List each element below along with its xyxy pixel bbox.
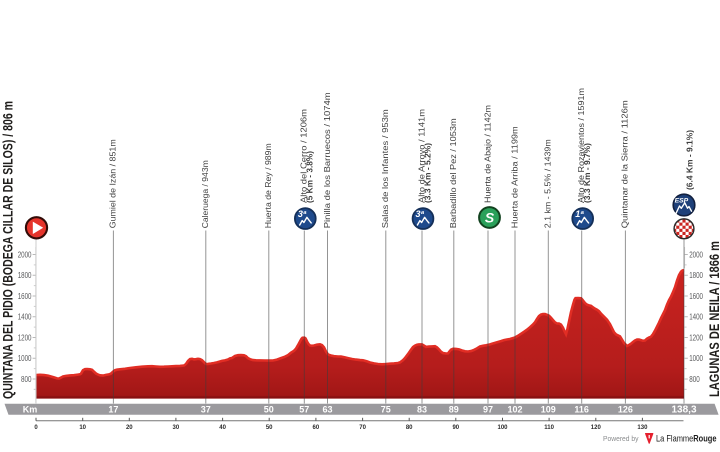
svg-text:60: 60 bbox=[313, 425, 320, 431]
svg-text:1600: 1600 bbox=[18, 291, 32, 301]
svg-text:Huerta de Rey / 989m: Huerta de Rey / 989m bbox=[264, 143, 273, 228]
svg-text:1800: 1800 bbox=[689, 270, 703, 280]
svg-text:57: 57 bbox=[299, 404, 309, 414]
svg-text:1000: 1000 bbox=[18, 353, 32, 363]
svg-text:Huerta de Arriba / 1199m: Huerta de Arriba / 1199m bbox=[510, 126, 519, 228]
svg-text:40: 40 bbox=[219, 425, 226, 431]
svg-text:(3.3 Km - 9.7%): (3.3 Km - 9.7%) bbox=[583, 143, 592, 203]
svg-text:3ª: 3ª bbox=[298, 209, 307, 219]
svg-text:Alto de Rozavientos / 1591m: Alto de Rozavientos / 1591m bbox=[577, 88, 586, 203]
svg-text:2.1 km - 5.5% / 1439m: 2.1 km - 5.5% / 1439m bbox=[544, 139, 553, 228]
svg-text:126: 126 bbox=[618, 404, 633, 414]
svg-text:89: 89 bbox=[449, 404, 459, 414]
svg-text:110: 110 bbox=[544, 425, 554, 431]
svg-text:100: 100 bbox=[497, 425, 508, 431]
svg-text:Pinilla de los Barruecos / 107: Pinilla de los Barruecos / 1074m bbox=[323, 92, 332, 228]
svg-text:30: 30 bbox=[173, 425, 180, 431]
svg-text:(5 Km - 3.8%): (5 Km - 3.8%) bbox=[306, 151, 315, 203]
svg-text:97: 97 bbox=[483, 404, 493, 414]
svg-text:Quintanar de la Sierra / 1126m: Quintanar de la Sierra / 1126m bbox=[621, 100, 630, 228]
svg-text:(3.3 Km - 5.2%): (3.3 Km - 5.2%) bbox=[423, 143, 432, 203]
svg-text:80: 80 bbox=[406, 425, 413, 431]
svg-text:17: 17 bbox=[108, 404, 118, 414]
svg-text:Alto del Cerro / 1206m: Alto del Cerro / 1206m bbox=[300, 109, 309, 203]
svg-text:Powered by: Powered by bbox=[603, 434, 639, 443]
svg-text:1400: 1400 bbox=[689, 312, 703, 322]
svg-text:10: 10 bbox=[79, 425, 86, 431]
svg-text:(6.4 Km - 9.1%): (6.4 Km - 9.1%) bbox=[685, 130, 694, 190]
svg-text:138,3: 138,3 bbox=[671, 404, 696, 415]
svg-text:120: 120 bbox=[591, 425, 602, 431]
svg-text:S: S bbox=[485, 210, 495, 226]
svg-text:LAGUNAS DE NEILA / 1866 m: LAGUNAS DE NEILA / 1866 m bbox=[706, 241, 720, 397]
svg-text:Salas de los Infantes / 953m: Salas de los Infantes / 953m bbox=[381, 109, 390, 228]
svg-text:Km: Km bbox=[23, 404, 38, 414]
svg-text:50: 50 bbox=[266, 425, 273, 431]
svg-text:20: 20 bbox=[126, 425, 133, 431]
svg-text:90: 90 bbox=[452, 425, 459, 431]
svg-text:Huerta de Abajo / 1142m: Huerta de Abajo / 1142m bbox=[483, 105, 492, 203]
svg-text:1200: 1200 bbox=[689, 332, 703, 342]
svg-text:102: 102 bbox=[507, 404, 522, 414]
svg-text:70: 70 bbox=[359, 425, 366, 431]
svg-text:130: 130 bbox=[637, 425, 648, 431]
svg-text:1000: 1000 bbox=[689, 353, 703, 363]
svg-text:63: 63 bbox=[322, 404, 332, 414]
svg-text:75: 75 bbox=[381, 404, 391, 414]
svg-text:1800: 1800 bbox=[18, 270, 32, 280]
svg-text:1200: 1200 bbox=[18, 332, 32, 342]
svg-text:Caleruega / 943m: Caleruega / 943m bbox=[201, 160, 210, 228]
svg-text:Barbadillo del Pez / 1053m: Barbadillo del Pez / 1053m bbox=[449, 118, 458, 228]
svg-text:50: 50 bbox=[264, 404, 274, 414]
svg-text:800: 800 bbox=[21, 374, 32, 384]
svg-text:109: 109 bbox=[541, 404, 556, 414]
svg-text:1ª: 1ª bbox=[575, 209, 584, 219]
svg-text:La FlammeRouge: La FlammeRouge bbox=[656, 434, 717, 445]
svg-text:83: 83 bbox=[417, 404, 427, 414]
svg-text:800: 800 bbox=[689, 374, 700, 384]
svg-text:2000: 2000 bbox=[689, 249, 703, 259]
svg-text:116: 116 bbox=[574, 404, 589, 414]
svg-text:Gumiel de Izán / 851m: Gumiel de Izán / 851m bbox=[109, 139, 118, 228]
svg-text:37: 37 bbox=[201, 404, 211, 414]
svg-text:3ª: 3ª bbox=[416, 209, 425, 219]
svg-text:1400: 1400 bbox=[18, 312, 32, 322]
svg-text:Alto de Arroyo / 1141m: Alto de Arroyo / 1141m bbox=[417, 109, 426, 203]
svg-text:QUINTANA DEL PIDIO (BODEGA CIL: QUINTANA DEL PIDIO (BODEGA CILLAR DE SIL… bbox=[0, 101, 15, 399]
svg-text:2000: 2000 bbox=[18, 249, 32, 259]
svg-text:1600: 1600 bbox=[689, 291, 703, 301]
svg-text:ESP: ESP bbox=[675, 197, 689, 204]
svg-text:0: 0 bbox=[34, 425, 38, 431]
